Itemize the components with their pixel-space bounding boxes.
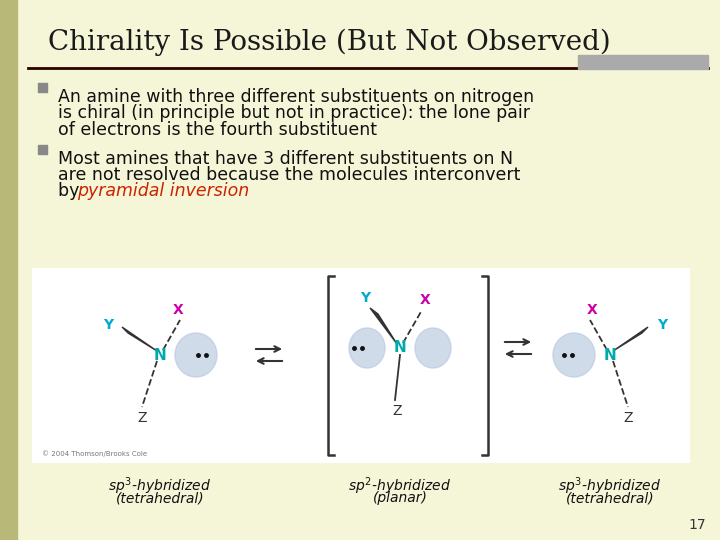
Text: Z: Z <box>624 411 633 425</box>
Text: N: N <box>394 341 406 355</box>
Text: of electrons is the fourth substituent: of electrons is the fourth substituent <box>58 121 377 139</box>
Text: Z: Z <box>138 411 147 425</box>
Text: Most amines that have 3 different substituents on N: Most amines that have 3 different substi… <box>58 150 513 167</box>
Text: is chiral (in principle but not in practice): the lone pair: is chiral (in principle but not in pract… <box>58 105 530 123</box>
Bar <box>38 145 47 153</box>
Polygon shape <box>175 333 217 377</box>
Text: X: X <box>420 293 431 307</box>
Text: 17: 17 <box>688 518 706 532</box>
Text: X: X <box>173 303 184 317</box>
Text: Y: Y <box>360 291 370 305</box>
Text: $sp^3$-hybridized: $sp^3$-hybridized <box>109 475 212 497</box>
Polygon shape <box>122 327 157 351</box>
Polygon shape <box>613 327 648 351</box>
Polygon shape <box>370 308 397 344</box>
Text: Chirality Is Possible (But Not Observed): Chirality Is Possible (But Not Observed) <box>48 28 611 56</box>
Bar <box>38 83 47 92</box>
Text: (planar): (planar) <box>372 491 428 505</box>
Polygon shape <box>415 328 451 368</box>
Text: © 2004 Thomson/Brooks Cole: © 2004 Thomson/Brooks Cole <box>42 450 147 457</box>
Bar <box>32 268 690 463</box>
Polygon shape <box>553 333 595 377</box>
Bar <box>578 55 708 69</box>
Text: pyramidal inversion: pyramidal inversion <box>77 183 249 200</box>
Polygon shape <box>349 328 385 368</box>
Text: N: N <box>603 348 616 362</box>
Text: An amine with three different substituents on nitrogen: An amine with three different substituen… <box>58 88 534 106</box>
Text: (tetrahedral): (tetrahedral) <box>116 491 204 505</box>
Text: by: by <box>58 183 85 200</box>
Text: Z: Z <box>392 404 402 418</box>
Text: N: N <box>153 348 166 362</box>
Text: X: X <box>587 303 598 317</box>
Text: (tetrahedral): (tetrahedral) <box>566 491 654 505</box>
Bar <box>0 0 17 540</box>
Text: $sp^3$-hybridized: $sp^3$-hybridized <box>559 475 662 497</box>
Text: are not resolved because the molecules interconvert: are not resolved because the molecules i… <box>58 166 521 184</box>
Text: Y: Y <box>657 318 667 332</box>
Text: $sp^2$-hybridized: $sp^2$-hybridized <box>348 475 451 497</box>
Text: Y: Y <box>103 318 113 332</box>
